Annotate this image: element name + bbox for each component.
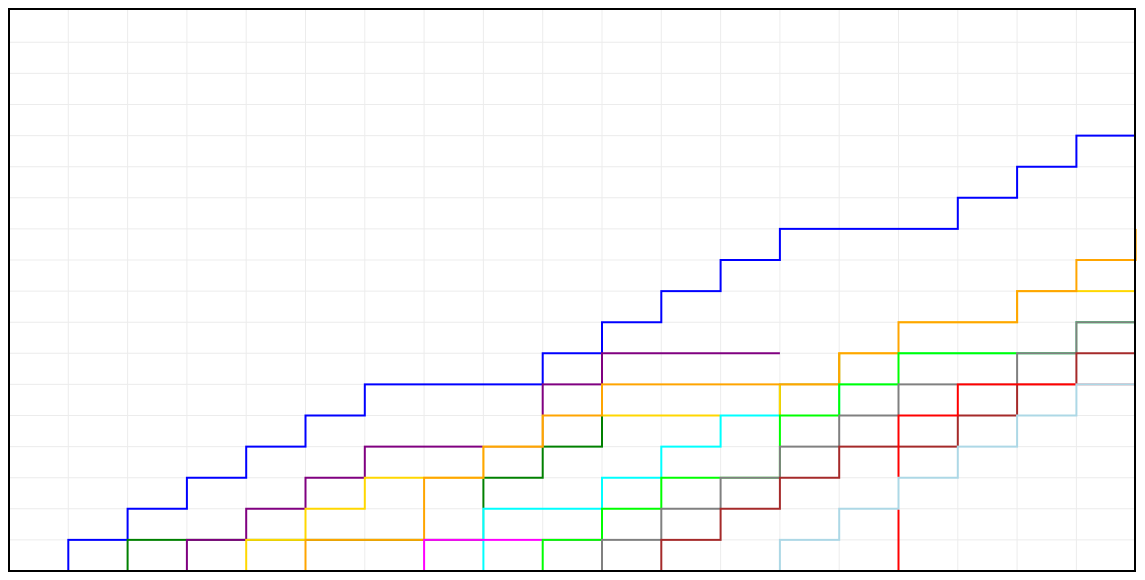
series-line-12 [778, 383, 1136, 571]
series-line-5 [304, 228, 1137, 571]
plot-frame [8, 8, 1136, 572]
series-line-11 [897, 383, 1136, 571]
series-line-9 [601, 321, 1136, 571]
series-lines [67, 134, 1137, 572]
